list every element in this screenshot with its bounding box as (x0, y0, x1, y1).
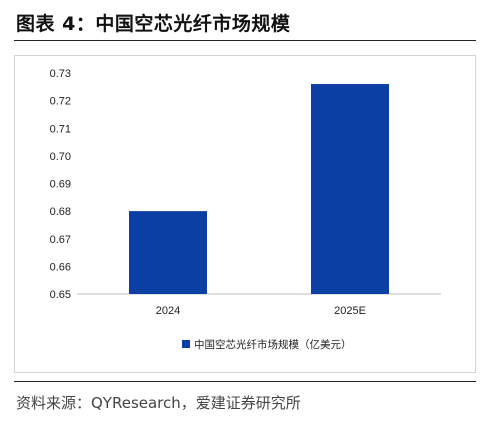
legend: 中国空芯光纤市场规模（亿美元） (182, 338, 352, 351)
y-tick-label: 0.68 (50, 206, 71, 218)
y-tick-label: 0.66 (50, 261, 71, 273)
y-tick-label: 0.67 (50, 234, 71, 246)
chart-frame (14, 55, 476, 373)
y-tick-label: 0.71 (50, 123, 71, 135)
x-tick-label: 2024 (156, 305, 180, 317)
bars (129, 84, 389, 294)
legend-swatch (182, 340, 190, 348)
source-divider (14, 381, 476, 382)
source-note: 资料来源：QYResearch，爱建证券研究所 (16, 394, 301, 412)
legend-label: 中国空芯光纤市场规模（亿美元） (194, 338, 352, 351)
y-tick-label: 0.73 (50, 68, 71, 80)
bar-2024 (129, 211, 207, 294)
x-axis: 2024 2025E (156, 305, 366, 317)
y-axis: 0.65 0.66 0.67 0.68 0.69 0.70 0.71 0.72 0.73 (50, 68, 71, 301)
y-tick-label: 0.65 (50, 289, 71, 301)
y-tick-label: 0.70 (50, 151, 71, 163)
x-tick-label: 2025E (334, 305, 366, 317)
y-tick-label: 0.72 (50, 96, 71, 108)
y-tick-label: 0.69 (50, 179, 71, 191)
bar-2025E (311, 84, 389, 294)
figure-title: 图表 4：中国空芯光纤市场规模 (16, 13, 291, 35)
title-divider (14, 40, 476, 41)
